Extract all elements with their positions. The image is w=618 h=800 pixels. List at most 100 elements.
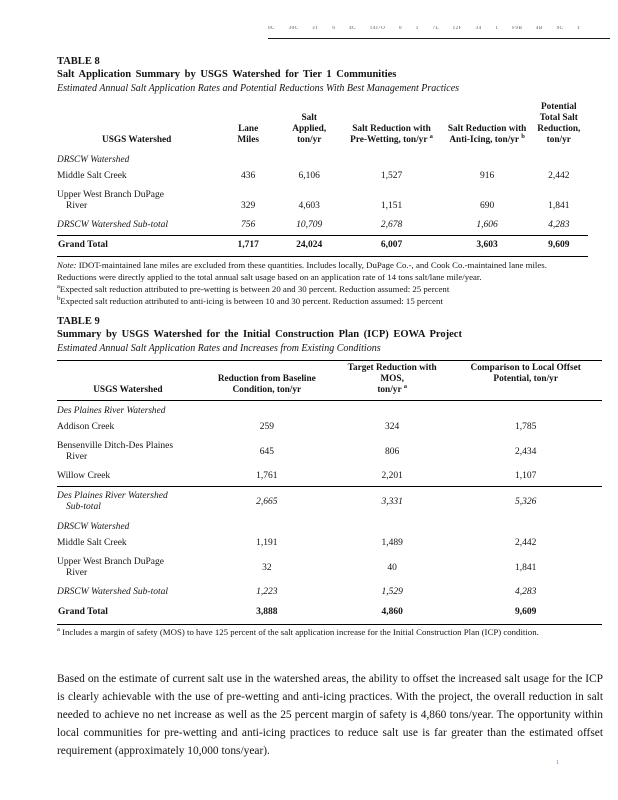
table-row: Middle Salt Creek 1,191 1,489 2,442 [57,534,602,553]
row-label: Grand Total [57,235,217,257]
table2-title: Summary by USGS Watershed for the Initia… [57,329,462,340]
row-label: Upper West Branch DuPage River [57,557,164,578]
column-header-watershed: USGS Watershed [93,385,163,395]
cell-value: 1,529 [381,587,403,597]
cell-value: 1,191 [256,538,278,548]
table-row: Bensenville Ditch-Des Plaines River 645 806… [57,437,602,467]
table-row: Upper West Branch DuPage River 329 4,603 1,1… [57,186,588,216]
cell-value: 2,442 [515,538,537,548]
salt-application-summary-table: USGS Watershed Lane Miles Salt Applied, … [57,100,588,257]
cell-value: 1,151 [380,201,403,211]
column-header-baseline-reduction: Reduction from Baseline Condition, ton/y… [217,374,316,395]
table-row: Grand Total 1,717 24,024 6,007 3,603 9,609 [57,235,588,257]
column-header-total-reduction: Potential Total Salt Reduction, ton/yr [537,102,581,145]
row-label: Grand Total [57,602,199,625]
table1-notes: Note: IDOT-maintained lane miles are exc… [57,260,588,307]
cell-value: 1,785 [515,422,537,432]
table-row: DRSCW Watershed Sub-total 756 10,709 2,678 1… [57,216,588,236]
cell-value: 1,527 [380,171,403,181]
cell-value: 2,442 [548,171,570,181]
page-header-strip: 0C 30C 3T 6 4C 14J7O 0 1 7L 12F 34 1 F9B… [268,26,610,39]
cell-value: 1,606 [476,220,498,230]
cell-value: 6,007 [338,235,445,257]
table2-section: TABLE 9 Summary by USGS Watershed for th… [57,315,602,638]
cell-value: 32 [262,562,272,573]
column-header-antiicing-reduction: Salt Reduction with Anti-Icing, ton/yr b [447,124,527,145]
cell-value: 1,761 [256,471,278,481]
row-label: DRSCW Watershed Sub-total [57,587,169,597]
table-row: Des Plaines River Watershed [57,401,602,419]
cell-value: 3,603 [444,235,530,257]
cell-value: 916 [479,171,495,181]
cell-value: 2,678 [380,220,403,230]
cell-value: 2,434 [515,446,537,457]
cell-value: 259 [259,422,274,432]
row-label: Addison Creek [57,422,115,432]
group-label: Des Plaines River Watershed [57,406,166,416]
cell-value: 5,326 [449,486,602,517]
table-row: Grand Total 3,888 4,860 9,609 [57,602,602,625]
cell-value: 3,331 [334,486,450,517]
cell-value: 4,283 [515,587,537,597]
cell-value: 40 [387,562,397,573]
cell-value: 2,665 [198,486,335,517]
page-number: 1 [556,760,559,766]
row-label: DRSCW Watershed Sub-total [57,220,169,230]
cell-value: 806 [385,446,400,457]
table1-note: Note: IDOT-maintained lane miles are exc… [57,260,547,282]
cell-value: 3,888 [198,602,335,625]
cell-value: 24,024 [280,235,339,257]
table-row: DRSCW Watershed [57,150,588,167]
column-header-prewetting-reduction: Salt Reduction with Pre-Wetting, ton/yr … [350,124,433,145]
column-header-local-offset: Comparison to Local Offset Potential, to… [470,363,581,384]
column-header-target-reduction: Target Reduction with MOS, ton/yr a [347,363,437,395]
cell-value: 1,717 [216,235,281,257]
cell-value: 324 [385,422,400,432]
table1-subtitle: Estimated Annual Salt Application Rates … [57,83,460,94]
table-row: DRSCW Watershed Sub-total 1,223 1,529 4,283 [57,583,602,602]
cell-value: 1,489 [381,538,403,548]
table-row: Addison Creek 259 324 1,785 [57,418,602,437]
table2-label: TABLE 9 [57,316,100,327]
table-row: DRSCW Watershed [57,517,602,534]
table1-section: TABLE 8 Salt Application Summary by USGS… [57,55,588,307]
group-label: DRSCW Watershed [57,522,130,532]
group-label: DRSCW Watershed [57,155,130,165]
closing-paragraph: Based on the estimate of current salt us… [57,673,603,757]
cell-value: 10,709 [296,220,323,230]
cell-value: 690 [479,201,495,211]
cell-value: 6,106 [298,171,320,181]
table-row: Willow Creek 1,761 2,201 1,107 [57,467,602,487]
header-row: USGS Watershed Reduction from Baseline C… [57,360,602,401]
cell-value: 2,201 [381,471,403,481]
cell-value: 756 [241,220,256,230]
cell-value: 9,609 [529,235,588,257]
column-header-lane-miles: Lane Miles [237,124,259,145]
table-row: Des Plaines River Watershed Sub-total 2,66… [57,486,602,517]
table-row: Middle Salt Creek 436 6,106 1,527 916 2,442 [57,167,588,186]
header-row: USGS Watershed Lane Miles Salt Applied, … [57,100,588,150]
column-header-salt-applied: Salt Applied, ton/yr [292,113,327,145]
row-label: Des Plaines River Watershed Sub-total [57,486,199,517]
row-label: Middle Salt Creek [57,538,127,548]
row-label: Bensenville Ditch-Des Plaines River [57,441,174,462]
cell-value: 1,223 [256,587,278,597]
table-row: Upper West Branch DuPage River 32 40 1,841 [57,553,602,583]
icp-summary-table: USGS Watershed Reduction from Baseline C… [57,360,602,625]
cell-value: 436 [241,171,256,181]
table1-title: Salt Application Summary by USGS Watersh… [57,69,397,80]
cell-value: 1,841 [548,201,570,211]
cell-value: 329 [241,201,256,211]
table2-footnote: a Includes a margin of safety (MOS) to h… [57,626,539,637]
cell-value: 1,107 [515,471,537,481]
table1-label: TABLE 8 [57,56,100,67]
cell-value: 1,841 [515,562,537,573]
table2-subtitle: Estimated Annual Salt Application Rates … [57,343,381,354]
row-label: Middle Salt Creek [57,171,127,181]
cell-value: 4,283 [548,220,570,230]
row-label: Willow Creek [57,471,111,481]
cell-value: 645 [259,446,274,457]
cell-value: 4,860 [334,602,450,625]
cell-value: 9,609 [449,602,602,625]
